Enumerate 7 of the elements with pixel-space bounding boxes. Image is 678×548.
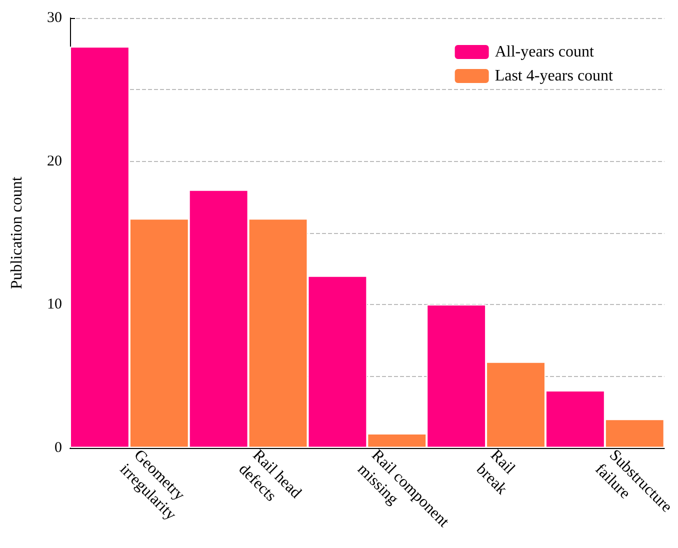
y-tick-label: 30 [47, 10, 62, 26]
y-tick-label: 20 [47, 153, 62, 170]
y-tick-label: 10 [47, 296, 62, 313]
legend-label: All-years count [494, 44, 594, 60]
legend-label: Last 4-years count [494, 68, 614, 84]
y-tick-label: 0 [54, 440, 62, 456]
y-axis-title: Publication count [8, 176, 26, 290]
